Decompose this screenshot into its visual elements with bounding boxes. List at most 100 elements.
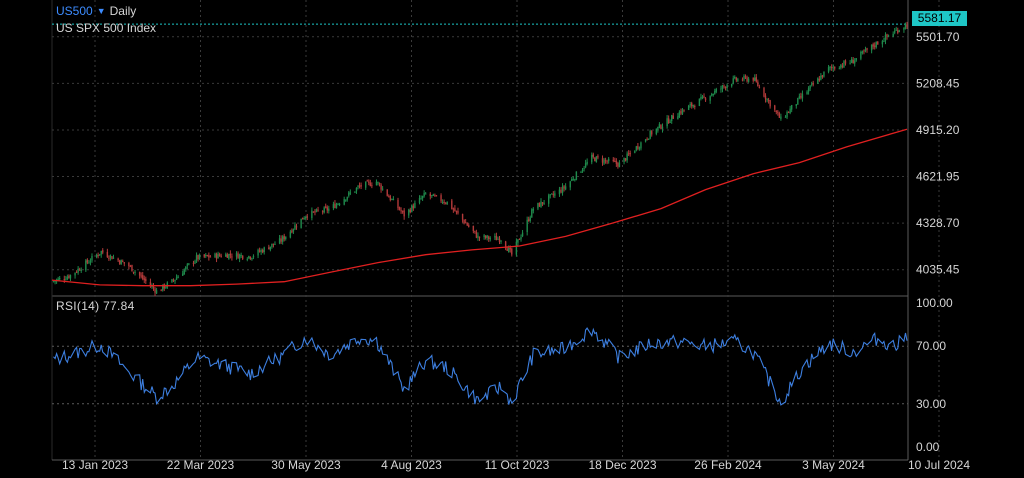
candle-body: [175, 277, 178, 280]
candle-body: [391, 199, 393, 201]
candle-body: [669, 121, 671, 123]
candle-body: [898, 30, 901, 32]
candle-body: [604, 160, 607, 162]
candle-body: [89, 261, 92, 263]
timeframe-label[interactable]: Daily: [109, 4, 137, 18]
y-tick-label: 4035.45: [916, 263, 960, 277]
candle-body: [65, 279, 67, 281]
candle-body: [300, 218, 302, 228]
candle-body: [188, 263, 190, 265]
symbol-selector[interactable]: US500: [56, 4, 93, 18]
candle-body: [798, 96, 801, 98]
candle-body: [195, 255, 198, 261]
candle-body: [486, 235, 488, 238]
candle-body: [289, 231, 292, 238]
candle-body: [775, 110, 777, 112]
candle-body: [225, 254, 227, 257]
candle-body: [655, 128, 658, 135]
candle-body: [411, 205, 413, 212]
candle-body: [472, 225, 475, 232]
candle-body: [366, 180, 368, 182]
candle-body: [78, 269, 81, 271]
candle-body: [142, 275, 144, 279]
candle-body: [638, 147, 641, 149]
candle-body: [746, 77, 748, 82]
candle-body: [829, 66, 831, 68]
x-tick-label: 3 May 2024: [802, 458, 865, 472]
candle-body: [251, 257, 253, 260]
candle-body: [500, 240, 502, 242]
grid: [51, 0, 940, 461]
candle-body: [612, 159, 614, 161]
candle-body: [323, 207, 325, 213]
candle-body: [724, 86, 727, 89]
candle-body: [508, 247, 510, 252]
candle-body: [518, 238, 521, 240]
candle-body: [624, 158, 627, 161]
candle-body: [737, 79, 739, 82]
candle-body: [258, 250, 261, 252]
candle-body: [678, 111, 681, 118]
candle-body: [151, 286, 153, 288]
chart-header: US500 ▼ Daily: [56, 4, 136, 18]
candle-body: [182, 273, 184, 276]
candle-body: [560, 189, 562, 193]
candle-body: [171, 279, 173, 283]
candle-body: [325, 206, 327, 208]
candle-body: [241, 255, 244, 259]
candle-body: [866, 48, 868, 50]
candle-body: [412, 205, 415, 209]
candle-body: [328, 208, 330, 211]
candle-body: [903, 27, 905, 30]
candle-body: [346, 196, 348, 200]
candle-body: [855, 58, 857, 61]
candle-body: [280, 238, 282, 242]
candle-body: [692, 104, 694, 107]
y-tick-label: 4915.20: [916, 123, 960, 137]
candle-body: [646, 138, 648, 140]
candle-body: [790, 105, 793, 110]
candle-body: [634, 151, 636, 153]
candle-body: [398, 207, 401, 210]
candle-body: [397, 199, 399, 209]
candle-body: [80, 269, 82, 271]
candle-body: [607, 158, 610, 162]
candle-body: [584, 163, 587, 168]
candle-body: [418, 197, 421, 203]
candle-body: [554, 193, 556, 196]
caret-down-icon[interactable]: ▼: [96, 6, 106, 16]
candle-body: [431, 195, 433, 197]
candle-body: [591, 154, 593, 163]
candle-body: [883, 41, 885, 43]
candle-body: [466, 223, 468, 226]
candle-body: [709, 96, 711, 101]
candle-body: [261, 250, 264, 253]
axes: 13 Jan 2023 22 Mar 2023 30 May 2023 4 Aug 2…: [62, 30, 970, 472]
candle-body: [509, 247, 511, 250]
candle-body: [680, 110, 682, 114]
x-tick-label: 26 Feb 2024: [694, 458, 762, 472]
candle-body: [355, 187, 358, 192]
candle-body: [97, 254, 99, 256]
candle-body: [57, 278, 59, 281]
candle-body: [198, 254, 201, 259]
candle-body: [627, 153, 630, 155]
x-tick-label: 4 Aug 2023: [381, 458, 442, 472]
candle-body: [752, 77, 754, 81]
candle-body: [305, 216, 307, 219]
candle-body: [414, 202, 416, 208]
candle-body: [421, 195, 424, 199]
candle-body: [260, 249, 262, 252]
candle-body: [312, 211, 315, 213]
candle-body: [249, 256, 252, 259]
candle-body: [403, 210, 405, 217]
candle-body: [348, 192, 350, 196]
candle-body: [128, 263, 130, 267]
candle-body: [886, 34, 888, 37]
candle-body: [563, 186, 565, 189]
candle-body: [100, 250, 102, 255]
candle-body: [906, 24, 908, 27]
candle-body: [703, 96, 705, 98]
candle-body: [689, 104, 691, 106]
candle-body: [365, 181, 367, 188]
